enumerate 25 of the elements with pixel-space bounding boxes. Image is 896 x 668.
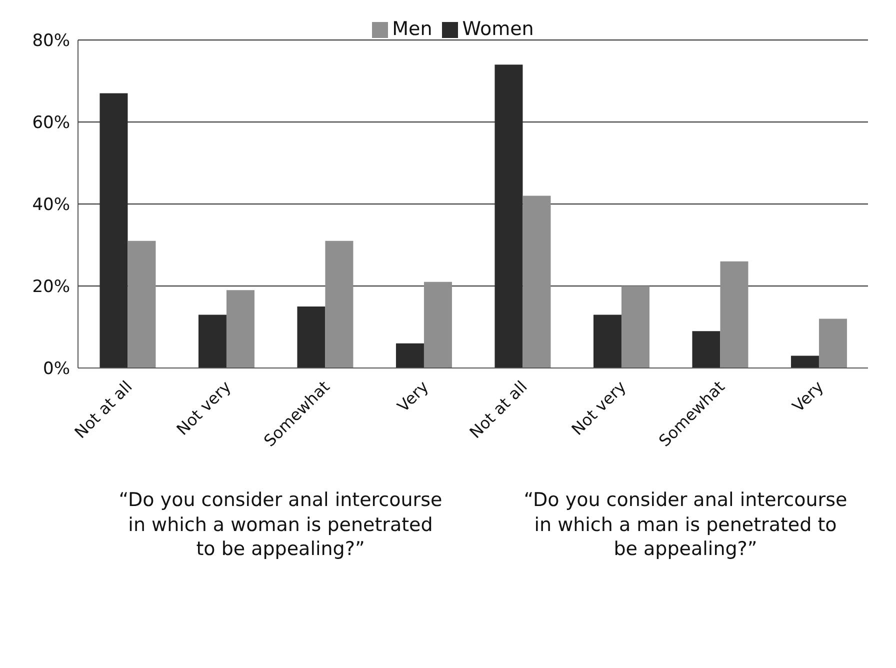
- y-tick-label: 80%: [32, 31, 70, 52]
- y-tick-label: 60%: [32, 113, 70, 134]
- bar: [226, 290, 254, 368]
- bar: [424, 282, 452, 368]
- x-tick-label: Not at all: [70, 377, 136, 442]
- bar: [297, 306, 326, 368]
- bar: [692, 331, 720, 368]
- x-tick-label: Not at all: [466, 377, 531, 442]
- legend-label: Women: [462, 18, 534, 40]
- legend-label: Men: [392, 18, 432, 40]
- bar: [396, 343, 424, 368]
- bar: [325, 240, 354, 368]
- bar: [128, 240, 156, 368]
- y-tick-label: 0%: [43, 359, 70, 380]
- y-tick-label: 40%: [32, 195, 70, 216]
- bar: [198, 314, 226, 368]
- text: “Do you consider anal intercourse in which a woman is penetrated to be appealing?”: [118, 488, 444, 562]
- bar: [621, 286, 650, 368]
- y-tick-label: 20%: [32, 277, 70, 298]
- text: “Do you consider anal intercourse in which a man is penetrated to be appealing?”: [522, 488, 848, 562]
- bar: [522, 196, 551, 368]
- bar: [818, 318, 847, 368]
- bar: [593, 314, 622, 368]
- bar: [720, 261, 748, 368]
- bar: [790, 356, 819, 368]
